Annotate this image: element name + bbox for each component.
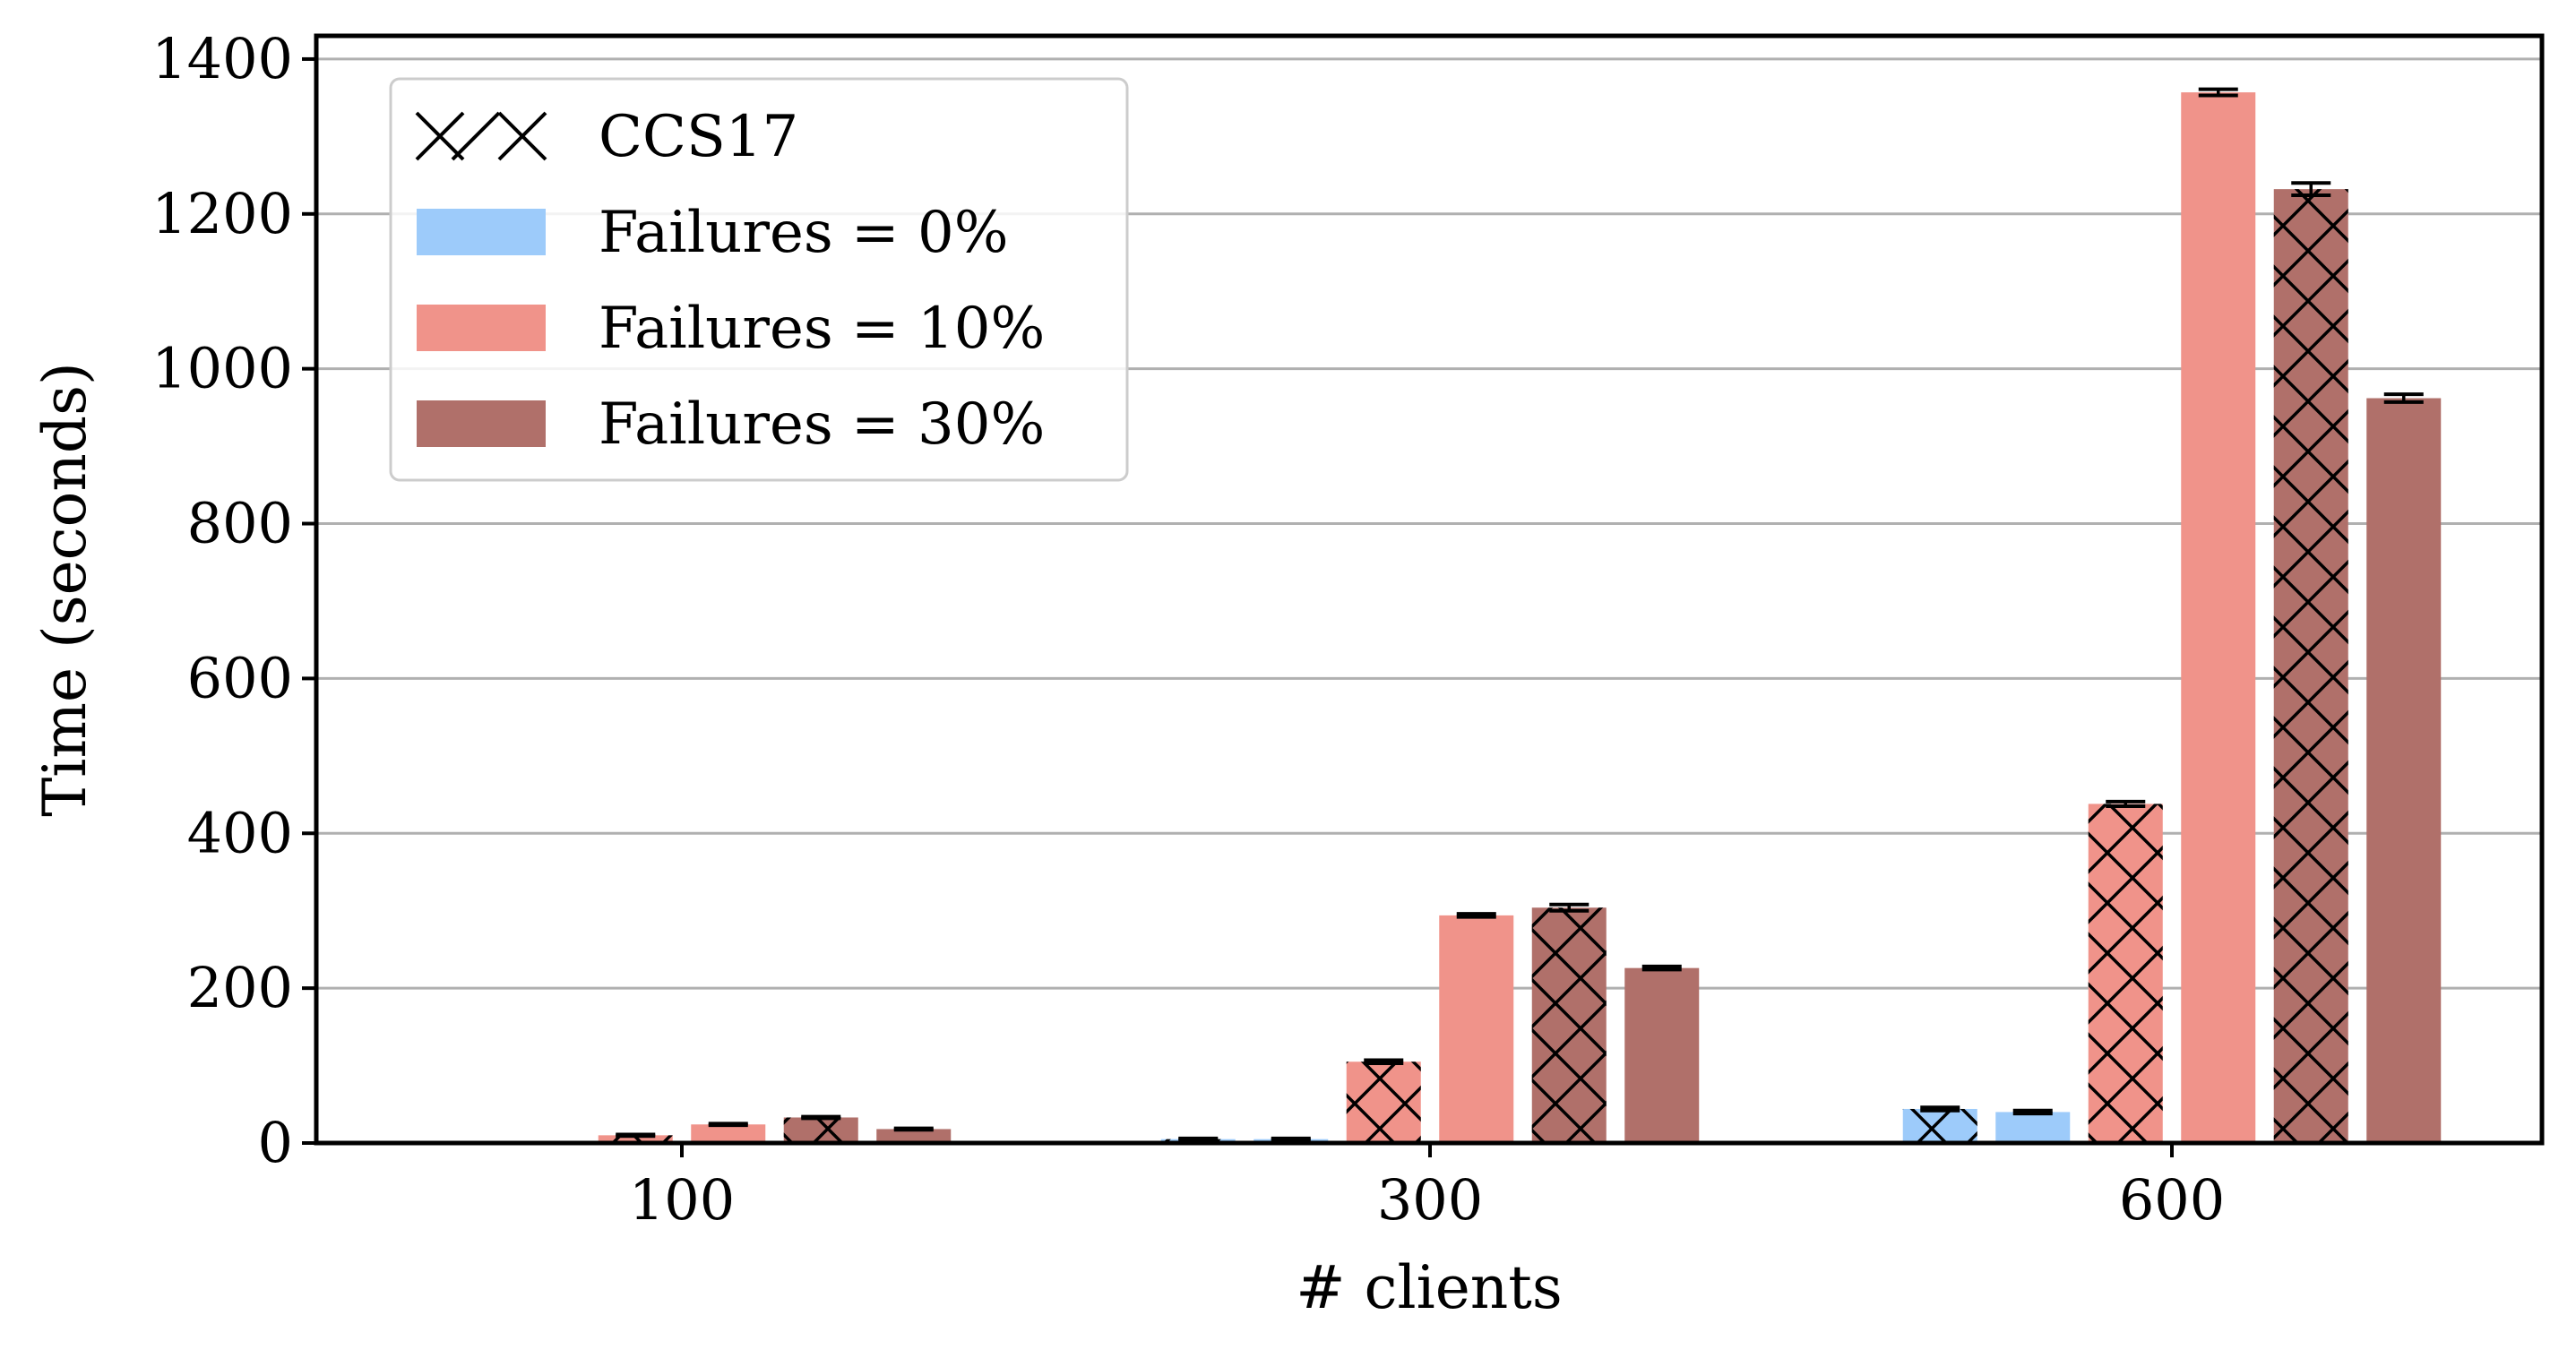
y-tick-label: 200 bbox=[187, 955, 293, 1020]
y-tick-label: 600 bbox=[187, 645, 293, 710]
legend-label: Failures = 30% bbox=[599, 391, 1045, 458]
y-tick-label: 400 bbox=[187, 800, 293, 865]
bar-hatch-ccs17 bbox=[1902, 1108, 1977, 1143]
y-tick-label: 0 bbox=[258, 1110, 293, 1175]
bar-hatch-ccs17 bbox=[598, 1135, 673, 1143]
legend: CCS17 Failures = 0% Failures = 10% Failures… bbox=[389, 77, 1129, 482]
bar bbox=[1439, 915, 1514, 1143]
legend-entries: CCS17 Failures = 0% Failures = 10% Failures… bbox=[415, 104, 1045, 458]
legend-swatch bbox=[417, 209, 546, 255]
x-tick-label: 600 bbox=[2119, 1167, 2225, 1233]
legend-swatch bbox=[417, 400, 546, 447]
bar-hatch-ccs17 bbox=[2273, 189, 2348, 1143]
bar-hatch-ccs17 bbox=[783, 1117, 858, 1143]
y-axis: 0 200 400 600 800 1000 1200 1400 bbox=[151, 26, 316, 1175]
error-bars bbox=[616, 87, 2424, 1142]
y-tick-label: 1200 bbox=[151, 181, 293, 246]
x-axis-label: # clients bbox=[1296, 1253, 1562, 1322]
y-tick-label: 800 bbox=[187, 491, 293, 556]
bar bbox=[2181, 92, 2256, 1143]
bars bbox=[598, 92, 2442, 1143]
x-axis: 100 300 600 bbox=[629, 1143, 2225, 1233]
bar bbox=[1995, 1112, 2071, 1143]
bar bbox=[2366, 398, 2442, 1143]
y-axis-label: Time (seconds) bbox=[30, 362, 99, 817]
legend-label: Failures = 10% bbox=[599, 296, 1045, 362]
bar bbox=[691, 1124, 766, 1143]
legend-swatch-hatch bbox=[415, 111, 547, 161]
legend-box bbox=[389, 77, 1129, 482]
x-tick-label: 100 bbox=[629, 1167, 735, 1233]
legend-label: Failures = 0% bbox=[599, 200, 1009, 266]
legend-label: CCS17 bbox=[599, 104, 798, 170]
legend-swatch bbox=[417, 305, 546, 351]
bar bbox=[1624, 967, 1700, 1143]
bar-hatch-ccs17 bbox=[1346, 1061, 1421, 1143]
x-tick-label: 300 bbox=[1377, 1167, 1483, 1233]
y-tick-label: 1000 bbox=[151, 336, 293, 401]
bar bbox=[876, 1129, 952, 1143]
bar-hatch-ccs17 bbox=[1531, 907, 1607, 1143]
y-tick-label: 1400 bbox=[151, 26, 293, 91]
bar-hatch-ccs17 bbox=[2088, 804, 2163, 1143]
